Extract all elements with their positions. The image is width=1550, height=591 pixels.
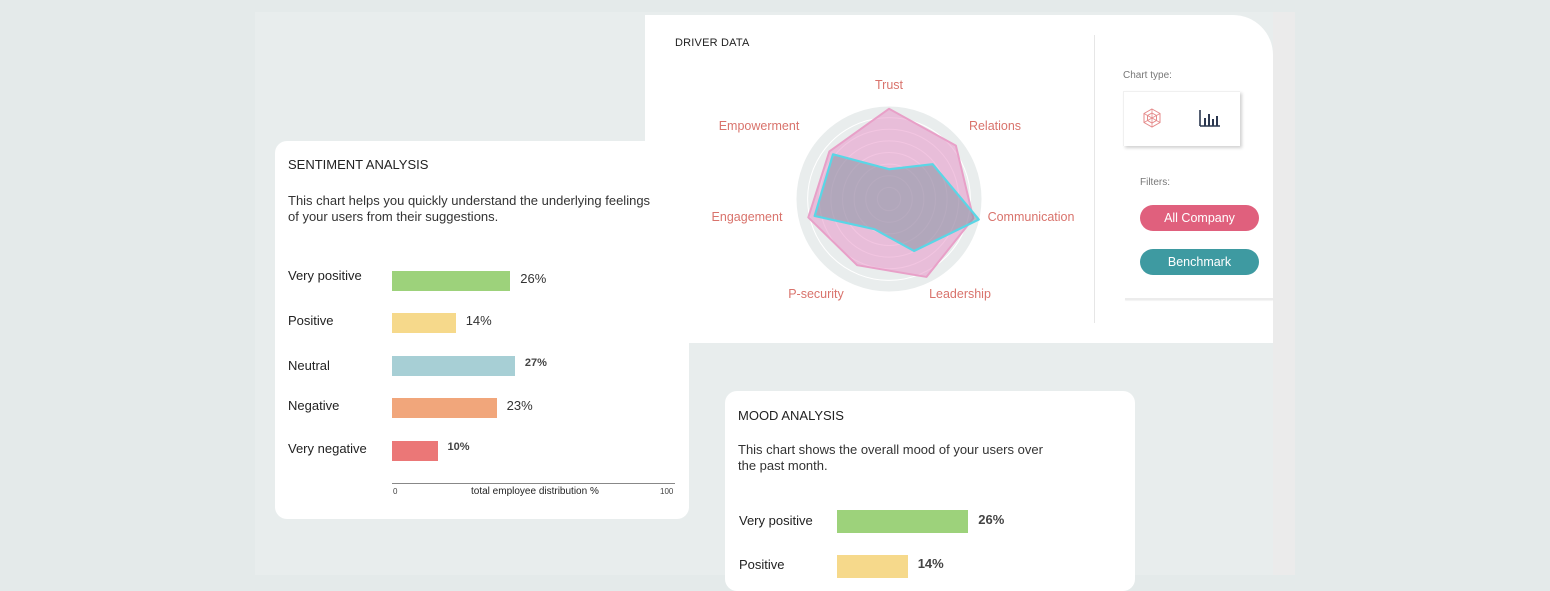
sentiment-pct: 26%: [520, 271, 547, 286]
radar-axis-label: Trust: [875, 78, 904, 92]
radar-axis-label: Engagement: [712, 210, 783, 224]
mood-title: MOOD ANALYSIS: [738, 408, 844, 423]
radar-axis-label: Empowerment: [719, 119, 800, 133]
sentiment-pct: 10%: [447, 441, 470, 453]
sentiment-axis-line: [392, 483, 675, 484]
sentiment-bar-positive: [392, 313, 456, 333]
sentiment-row-label: Neutral: [288, 358, 330, 373]
sentiment-analysis-card: SENTIMENT ANALYSIS This chart helps you …: [275, 141, 689, 519]
background-strip: [1273, 12, 1295, 575]
sentiment-title: SENTIMENT ANALYSIS: [288, 157, 429, 172]
sentiment-pct: 14%: [465, 313, 492, 328]
chart-type-selector: [1123, 91, 1240, 146]
radar-gridline: [795, 105, 983, 293]
radar-axis-label: Leadership: [929, 287, 991, 301]
sentiment-row-label: Very negative: [288, 441, 367, 456]
mood-bar-very-positive: [837, 510, 969, 533]
sentiment-axis-max: 100: [660, 487, 674, 496]
radar-series-benchmark: [813, 153, 980, 253]
mood-bar-positive: [837, 555, 908, 578]
sentiment-row-label: Very positive: [288, 268, 362, 283]
radar-axis-label: P-security: [788, 287, 844, 301]
filter-benchmark-button[interactable]: Benchmark: [1140, 249, 1259, 275]
mood-analysis-card: MOOD ANALYSIS This chart shows the overa…: [725, 391, 1135, 591]
mood-row-label: Positive: [739, 557, 785, 572]
driver-data-card: DRIVER DATA Trust Relations Communication L…: [645, 15, 1273, 343]
filters-divider: [1125, 298, 1273, 300]
sentiment-bar-very-negative: [392, 441, 438, 461]
driver-data-title: DRIVER DATA: [675, 37, 750, 49]
bar-chart-icon[interactable]: [1197, 106, 1223, 132]
sentiment-bar-neutral: [392, 356, 515, 376]
sentiment-pct: 23%: [506, 398, 533, 413]
mood-pct: 26%: [978, 512, 1005, 527]
radar-axis-label: Relations: [969, 119, 1021, 133]
sentiment-row-label: Positive: [288, 313, 334, 328]
mood-pct: 14%: [917, 556, 944, 571]
sentiment-axis-caption: total employee distribution %: [471, 486, 599, 497]
radar-axis-label: Communication: [988, 210, 1075, 224]
filter-all-company-button[interactable]: All Company: [1140, 205, 1259, 231]
sentiment-bar-negative: [392, 398, 497, 418]
radar-chart-icon[interactable]: [1139, 106, 1165, 132]
chart-type-label: Chart type:: [1123, 70, 1172, 81]
panel-divider: [1094, 35, 1095, 323]
radar-chart: Trust Relations Communication Leadership P-s…: [712, 78, 1075, 301]
sentiment-pct: 27%: [524, 357, 547, 369]
sentiment-row-label: Negative: [288, 398, 340, 413]
mood-row-label: Very positive: [739, 513, 813, 528]
radar-series-all-company: [807, 107, 975, 278]
sentiment-axis-min: 0: [393, 487, 398, 496]
sentiment-description: This chart helps you quickly understand …: [288, 193, 651, 224]
mood-description: This chart shows the overall mood of you…: [738, 442, 1043, 473]
sentiment-bar-very-positive: [392, 271, 511, 291]
filters-label: Filters:: [1140, 177, 1170, 188]
